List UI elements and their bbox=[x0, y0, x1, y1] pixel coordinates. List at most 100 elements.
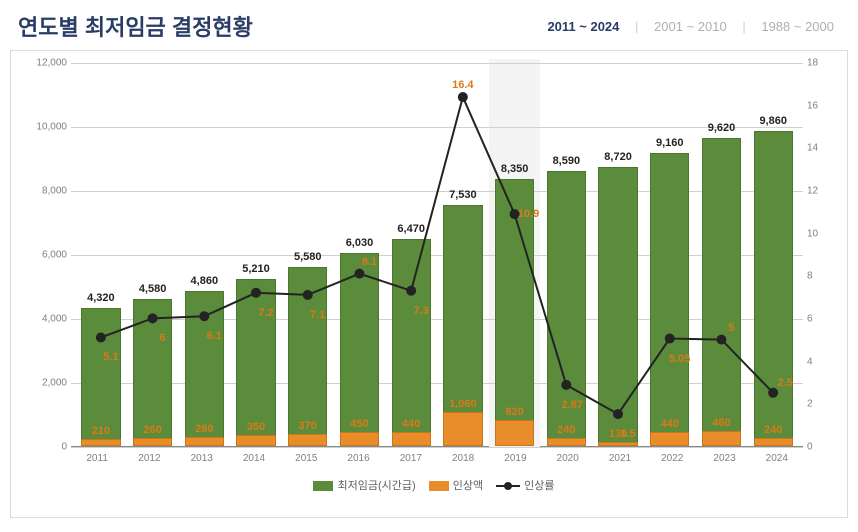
year-range-tabs: 2011 ~ 2024 | 2001 ~ 2010 | 1988 ~ 2000 bbox=[541, 19, 840, 34]
increase-bar: 450 bbox=[340, 432, 379, 446]
wage-bar bbox=[236, 279, 275, 435]
wage-bar bbox=[288, 267, 327, 434]
tab-separator: | bbox=[629, 19, 644, 34]
legend-swatch-wage bbox=[313, 481, 333, 491]
x-tick-label: 2020 bbox=[542, 447, 594, 471]
increase-bar: 240 bbox=[754, 438, 793, 446]
tab-separator: | bbox=[736, 19, 751, 34]
x-tick-label: 2021 bbox=[594, 447, 646, 471]
rate-value-label: 6 bbox=[160, 332, 166, 344]
y1-tick-label: 8,000 bbox=[23, 186, 67, 197]
bar-slot: 8,350 820 bbox=[489, 63, 541, 446]
tab-range-3[interactable]: 1988 ~ 2000 bbox=[755, 19, 840, 34]
increase-value-label: 240 bbox=[548, 424, 585, 436]
increase-bar: 260 bbox=[133, 438, 172, 446]
increase-value-label: 370 bbox=[289, 420, 326, 432]
wage-value-label: 4,860 bbox=[191, 275, 219, 287]
chart-title: 연도별 최저임금 결정현황 bbox=[18, 10, 253, 42]
bar-slot: 8,720130 bbox=[592, 63, 644, 446]
y1-tick-label: 10,000 bbox=[23, 122, 67, 133]
x-tick-label: 2017 bbox=[385, 447, 437, 471]
rate-value-label: 6.1 bbox=[207, 330, 222, 342]
x-tick-label: 2014 bbox=[228, 447, 280, 471]
y2-tick-label: 10 bbox=[807, 228, 833, 239]
rate-value-label: 2.5 bbox=[777, 377, 792, 389]
wage-bar bbox=[392, 239, 431, 432]
chart-legend: 최저임금(시간급) 인상액 인상률 bbox=[23, 471, 835, 493]
wage-bar bbox=[81, 308, 120, 440]
bar-slot: 4,580 260 bbox=[127, 63, 179, 446]
wage-value-label: 6,030 bbox=[346, 237, 374, 249]
y2-tick-label: 2 bbox=[807, 399, 833, 410]
bar-slot: 9,160 440 bbox=[644, 63, 696, 446]
y2-tick-label: 6 bbox=[807, 314, 833, 325]
increase-value-label: 440 bbox=[393, 418, 430, 430]
rate-value-label: 8.1 bbox=[362, 256, 377, 268]
bar-slot: 5,210 350 bbox=[230, 63, 282, 446]
increase-bar: 1,060 bbox=[443, 412, 482, 446]
bar-slot: 7,530 1,060 bbox=[437, 63, 489, 446]
increase-bar: 460 bbox=[702, 431, 741, 446]
wage-value-label: 9,160 bbox=[656, 137, 684, 149]
wage-value-label: 7,530 bbox=[449, 189, 477, 201]
rate-value-label: 2.87 bbox=[562, 399, 583, 411]
x-tick-label: 2024 bbox=[751, 447, 803, 471]
bar-slot: 5,580 370 bbox=[282, 63, 334, 446]
x-tick-label: 2016 bbox=[332, 447, 384, 471]
rate-value-label: 5.1 bbox=[103, 351, 118, 363]
increase-bar: 240 bbox=[547, 438, 586, 446]
wage-value-label: 4,320 bbox=[87, 292, 115, 304]
y2-tick-label: 12 bbox=[807, 186, 833, 197]
tab-range-1[interactable]: 2011 ~ 2024 bbox=[541, 19, 625, 34]
increase-value-label: 1,060 bbox=[444, 398, 481, 410]
tab-range-2[interactable]: 2001 ~ 2010 bbox=[648, 19, 733, 34]
y1-tick-label: 12,000 bbox=[23, 58, 67, 69]
increase-bar: 820 bbox=[495, 420, 534, 446]
chart-plot: 4,3202104,5802604,8602805,2103505,580370… bbox=[23, 63, 835, 471]
x-tick-label: 2013 bbox=[176, 447, 228, 471]
legend-label-increase: 인상액 bbox=[453, 480, 483, 492]
x-tick-label: 2019 bbox=[489, 447, 541, 471]
wage-value-label: 5,210 bbox=[242, 263, 270, 275]
wage-value-label: 9,860 bbox=[759, 115, 787, 127]
increase-bar: 440 bbox=[650, 432, 689, 446]
y1-tick-label: 0 bbox=[23, 442, 67, 453]
rate-value-label: 1.5 bbox=[620, 428, 635, 440]
y2-tick-label: 16 bbox=[807, 100, 833, 111]
rate-value-label: 7.3 bbox=[413, 305, 428, 317]
plot-area: 4,320210 4,580 260 4,860280 5,210 350 5,580 370… bbox=[71, 63, 803, 447]
rate-value-label: 10.9 bbox=[518, 208, 539, 220]
wage-bar bbox=[443, 205, 482, 412]
rate-value-label: 5 bbox=[728, 322, 734, 334]
x-axis: 2011201220132014201520162017201820192020… bbox=[71, 447, 803, 471]
increase-value-label: 820 bbox=[496, 406, 533, 418]
bar-slot: 9,620 460 bbox=[696, 63, 748, 446]
y2-tick-label: 18 bbox=[807, 58, 833, 69]
bar-slot: 6,030 450 bbox=[334, 63, 386, 446]
wage-value-label: 9,620 bbox=[708, 122, 736, 134]
x-tick-label: 2018 bbox=[437, 447, 489, 471]
wage-value-label: 8,350 bbox=[501, 163, 529, 175]
legend-swatch-rate bbox=[496, 481, 520, 491]
x-tick-label: 2022 bbox=[646, 447, 698, 471]
x-tick-label: 2023 bbox=[698, 447, 750, 471]
legend-label-rate: 인상률 bbox=[524, 480, 554, 492]
increase-bar: 370 bbox=[288, 434, 327, 446]
y1-tick-label: 2,000 bbox=[23, 378, 67, 389]
increase-value-label: 460 bbox=[703, 417, 740, 429]
rate-value-label: 7.1 bbox=[310, 309, 325, 321]
increase-bar: 440 bbox=[392, 432, 431, 446]
wage-value-label: 4,580 bbox=[139, 283, 167, 295]
wage-bar bbox=[598, 167, 637, 442]
rate-value-label: 7.2 bbox=[258, 307, 273, 319]
bar-group: 4,320210 4,580 260 4,860280 5,210 350 5,580 370… bbox=[71, 63, 803, 446]
x-tick-label: 2015 bbox=[280, 447, 332, 471]
bar-slot: 4,860280 bbox=[178, 63, 230, 446]
y2-tick-label: 14 bbox=[807, 143, 833, 154]
increase-value-label: 240 bbox=[755, 424, 792, 436]
increase-value-label: 350 bbox=[237, 421, 274, 433]
bar-slot: 8,590240 bbox=[540, 63, 592, 446]
increase-bar: 130 bbox=[598, 442, 637, 446]
bar-slot: 4,320210 bbox=[75, 63, 127, 446]
wage-value-label: 5,580 bbox=[294, 251, 322, 263]
